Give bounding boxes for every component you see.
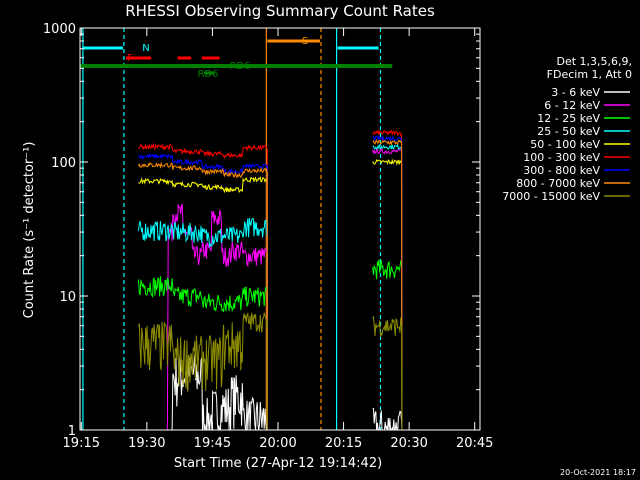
axes: 19:15 19:30 19:45 20:00 20:15 20:30 20:45 1 10 10… xyxy=(43,22,494,451)
series-line-8 xyxy=(138,311,403,431)
y-tick-label-3: 1000 xyxy=(43,22,76,37)
x-axis-label: Start Time (27-Apr-12 19:14:42) xyxy=(174,456,382,471)
legend-label-8: 7000 - 15000 keV xyxy=(502,190,600,203)
legend-label-3: 25 - 50 keV xyxy=(537,125,600,138)
x-tick-label-2: 19:45 xyxy=(194,436,231,451)
legend-label-7: 800 - 7000 keV xyxy=(516,177,600,190)
legend-label-2: 12 - 25 keV xyxy=(537,112,600,125)
y-axis-label: Count Rate (s⁻¹ detector⁻¹) xyxy=(22,142,37,319)
x-tick-label-4: 20:15 xyxy=(325,436,362,451)
plot-frame xyxy=(79,27,481,431)
chart-title: RHESSI Observing Summary Count Rates xyxy=(125,2,435,20)
legend-label-0: 3 - 6 keV xyxy=(551,86,600,99)
flag-label-rd6-b: RD6 xyxy=(197,69,218,80)
legend: Det 1,3,5,6,9, FDecim 1, Att 0 3 - 6 keV… xyxy=(502,55,632,203)
series-line-7 xyxy=(138,138,403,431)
y-tick-label-0: 1 xyxy=(68,424,76,439)
x-tick-label-3: 20:00 xyxy=(259,436,296,451)
legend-label-4: 50 - 100 keV xyxy=(530,138,600,151)
legend-label-5: 100 - 300 keV xyxy=(523,151,600,164)
series-line-5 xyxy=(138,128,403,431)
series-line-2 xyxy=(138,258,403,431)
x-tick-label-1: 19:30 xyxy=(128,436,165,451)
series-line-3 xyxy=(138,143,403,431)
flag-label-rd6-a: RD6 xyxy=(229,61,250,72)
flag-label-n: N xyxy=(142,43,149,54)
legend-label-1: 6 - 12 keV xyxy=(544,99,600,112)
flag-label-s: S xyxy=(302,36,308,47)
legend-header-2: FDecim 1, Att 0 xyxy=(547,68,632,81)
series-line-6 xyxy=(138,134,403,431)
legend-label-6: 300 - 800 keV xyxy=(523,164,600,177)
x-tick-label-0: 19:15 xyxy=(63,436,100,451)
y-tick-label-1: 10 xyxy=(59,290,76,305)
series-line-4 xyxy=(138,158,403,431)
flag-label-f: F xyxy=(127,53,133,64)
y-tick-label-2: 100 xyxy=(51,156,76,171)
timestamp: 20-Oct-2021 18:17 xyxy=(560,468,636,477)
x-tick-label-6: 20:45 xyxy=(456,436,493,451)
legend-header-1: Det 1,3,5,6,9, xyxy=(556,55,632,68)
x-tick-label-5: 20:30 xyxy=(390,436,427,451)
